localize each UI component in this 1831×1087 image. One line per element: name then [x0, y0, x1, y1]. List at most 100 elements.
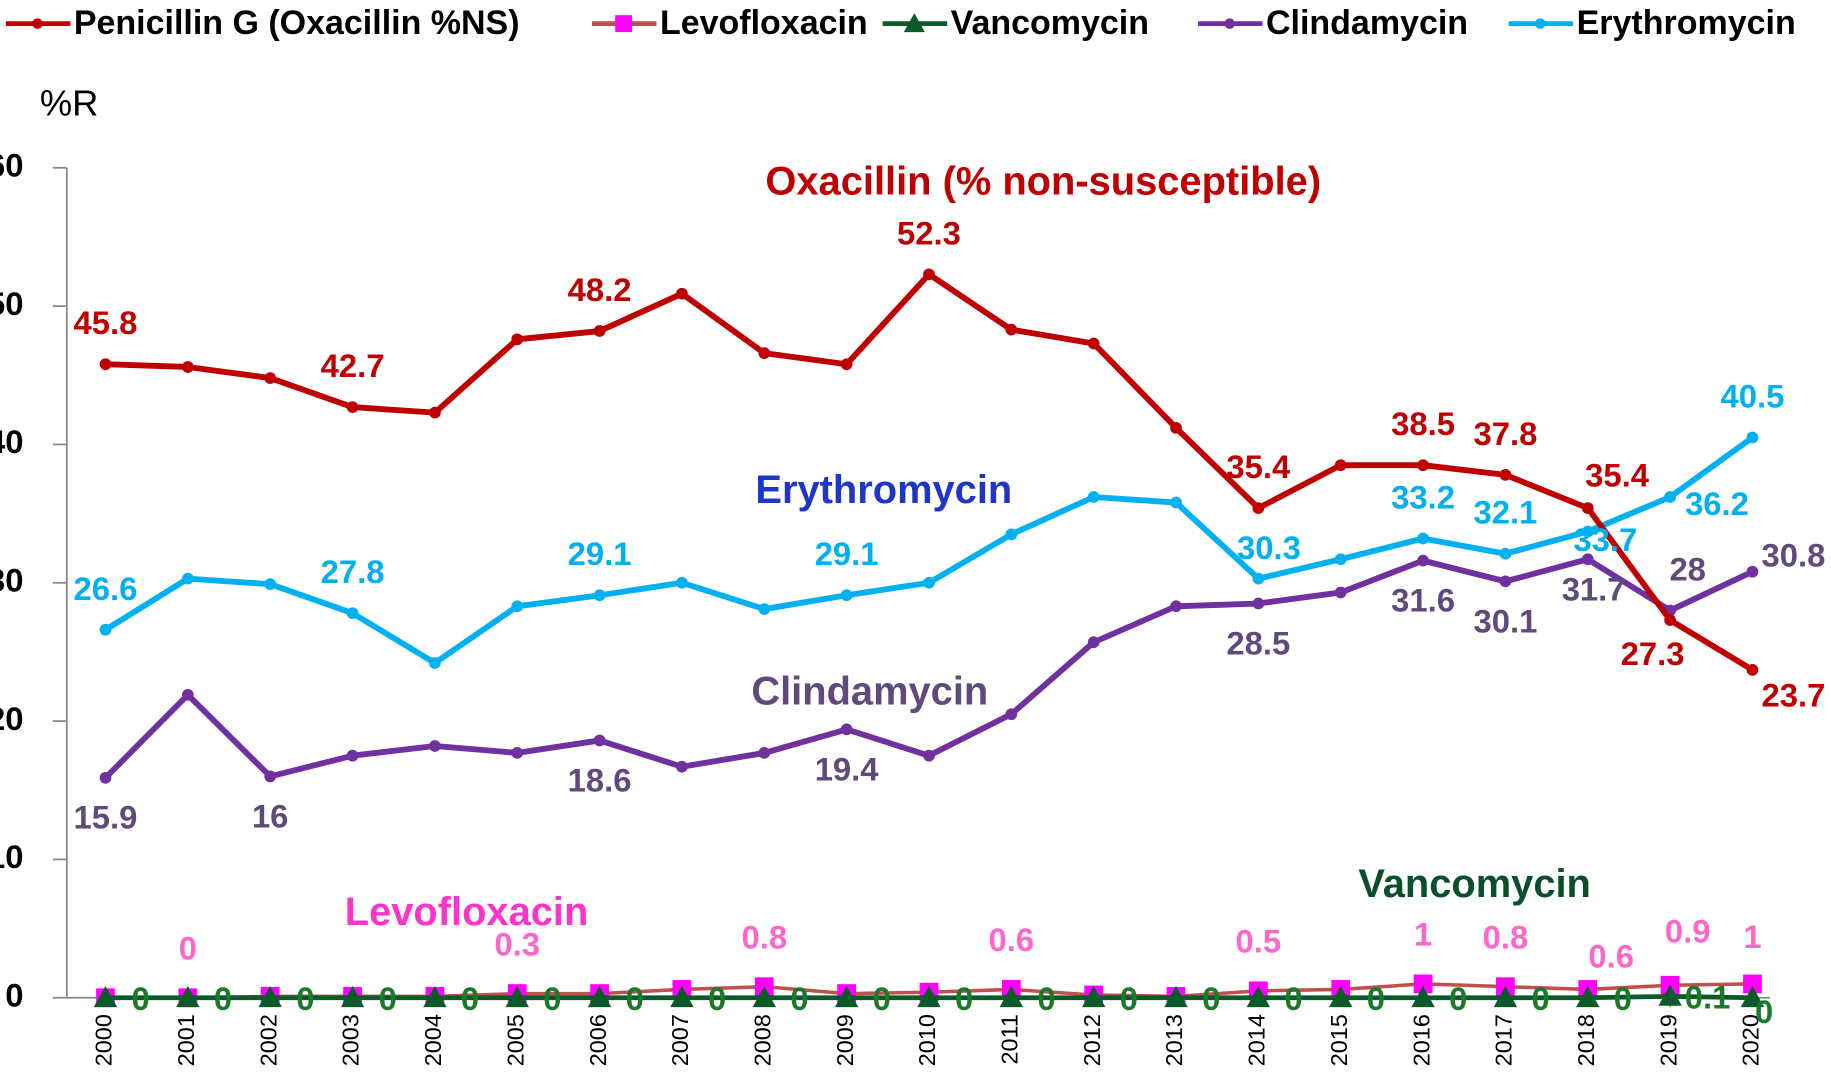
- series-line: [103, 556, 1754, 780]
- data-label: 0: [873, 980, 891, 1017]
- x-tick-label: 2013: [1161, 1014, 1187, 1066]
- marker: [511, 600, 524, 613]
- x-tick-label: 2016: [1408, 1014, 1434, 1066]
- data-label: 0: [1531, 980, 1549, 1017]
- data-label: 0: [1037, 980, 1055, 1017]
- marker: [1246, 986, 1271, 1008]
- data-label: 0: [790, 980, 808, 1017]
- marker: [93, 986, 118, 1008]
- marker: [840, 589, 853, 602]
- marker: [505, 986, 529, 1008]
- marker: [346, 749, 359, 762]
- data-label: 1: [1414, 916, 1432, 953]
- marker: [1499, 547, 1512, 560]
- data-label: 0: [132, 980, 150, 1017]
- x-tick-label: 2005: [502, 1014, 528, 1066]
- data-label: 0.1: [1685, 979, 1731, 1016]
- marker: [1252, 502, 1265, 514]
- data-label: 18.6: [568, 761, 632, 798]
- marker: [1170, 600, 1182, 613]
- data-label: 0.8: [741, 918, 787, 955]
- data-label: 0: [379, 980, 397, 1017]
- data-label: 0: [1367, 980, 1385, 1017]
- marker: [181, 361, 194, 373]
- marker: [1743, 974, 1762, 994]
- data-label: 0.6: [989, 921, 1035, 958]
- marker: [1005, 708, 1018, 721]
- data-label: 0: [179, 930, 197, 967]
- marker: [758, 747, 771, 759]
- marker: [676, 760, 688, 773]
- marker: [429, 740, 441, 752]
- data-label: 0: [708, 980, 726, 1017]
- x-tick-label: 2018: [1573, 1014, 1599, 1066]
- y-tick-label: 50: [0, 285, 23, 322]
- marker: [1334, 586, 1347, 599]
- y-axis-label: %R: [40, 82, 99, 123]
- data-label: 29.1: [815, 535, 879, 572]
- data-label: 0: [955, 980, 973, 1017]
- x-tick-label: 2020: [1738, 1014, 1764, 1066]
- marker: [1411, 986, 1435, 1008]
- data-label: 0.8: [1483, 918, 1529, 955]
- data-label: 33.2: [1391, 478, 1455, 515]
- marker: [1328, 986, 1353, 1008]
- data-label: 28: [1669, 550, 1706, 587]
- marker: [1493, 986, 1518, 1008]
- marker: [1334, 459, 1347, 472]
- marker: [999, 986, 1024, 1008]
- data-label: 32.1: [1473, 494, 1537, 531]
- marker: [903, 13, 925, 33]
- annotation: Oxacillin (% non-susceptible): [765, 160, 1321, 204]
- data-label: 37.8: [1473, 415, 1537, 452]
- annotation: Levofloxacin: [345, 890, 589, 934]
- x-tick-label: 2008: [749, 1014, 775, 1066]
- marker: [99, 358, 112, 371]
- data-label: 27.3: [1621, 635, 1685, 672]
- marker: [1499, 575, 1512, 588]
- data-label: 30.3: [1237, 529, 1301, 566]
- marker: [511, 747, 524, 759]
- y-tick-label: 40: [0, 423, 23, 460]
- marker: [1417, 532, 1429, 545]
- x-tick-label: 2002: [255, 1014, 281, 1066]
- marker: [99, 771, 112, 784]
- legend-label: Penicillin G (Oxacillin %NS): [74, 4, 520, 42]
- y-tick-label: 30: [0, 561, 23, 598]
- marker: [99, 623, 112, 636]
- marker: [752, 986, 777, 1008]
- marker: [1164, 986, 1188, 1008]
- data-label: 1: [1743, 918, 1761, 955]
- x-tick-label: 2004: [420, 1014, 446, 1066]
- marker: [1417, 459, 1429, 472]
- marker: [1087, 636, 1100, 649]
- data-label: 0: [1284, 980, 1302, 1017]
- y-tick-label: 10: [0, 838, 23, 875]
- x-tick-label: 2007: [667, 1014, 693, 1066]
- data-label: 0: [1120, 980, 1138, 1017]
- marker: [917, 986, 941, 1008]
- marker: [181, 572, 194, 585]
- data-label: 0.6: [1588, 938, 1634, 975]
- y-tick-label: 0: [5, 976, 23, 1013]
- marker: [1746, 664, 1759, 676]
- data-label: 36.2: [1685, 485, 1749, 522]
- marker: [264, 770, 277, 783]
- data-label: 0.9: [1665, 912, 1711, 949]
- marker: [1535, 18, 1546, 29]
- x-tick-label: 2019: [1655, 1014, 1681, 1066]
- marker: [176, 986, 200, 1008]
- marker: [1252, 572, 1265, 585]
- marker: [1417, 554, 1429, 567]
- legend-label: Clindamycin: [1266, 4, 1468, 42]
- data-label: 48.2: [568, 271, 632, 308]
- marker: [840, 723, 853, 736]
- marker: [264, 372, 277, 384]
- marker: [1746, 431, 1759, 444]
- marker: [593, 734, 606, 747]
- data-label: 38.5: [1391, 405, 1455, 442]
- data-label: 29.1: [568, 535, 632, 572]
- marker: [1581, 525, 1594, 538]
